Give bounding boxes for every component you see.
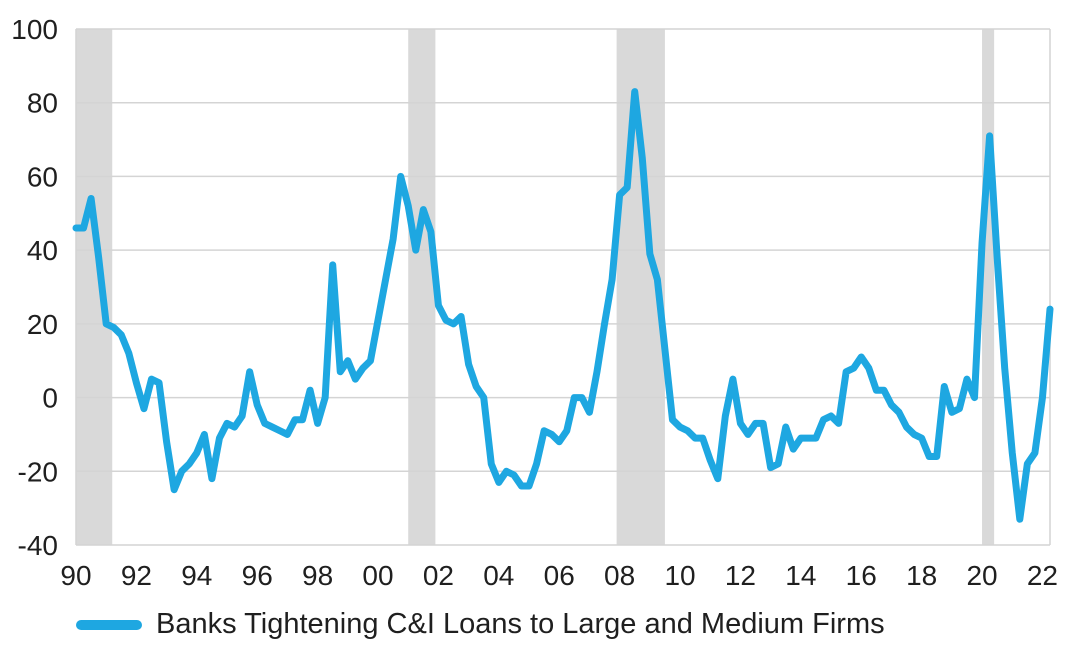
y-axis-tick-labels: -40 -20 0 20 40 60 80 100 xyxy=(11,14,58,561)
x-tick-label: 94 xyxy=(181,560,212,591)
x-tick-label: 22 xyxy=(1027,560,1058,591)
x-tick-label: 00 xyxy=(362,560,393,591)
line-chart: -40 -20 0 20 40 60 80 100 90 92 94 96 98 00 02 04 06 08 1… xyxy=(11,14,1058,591)
x-tick-label: 10 xyxy=(664,560,695,591)
recession-band xyxy=(76,29,113,545)
x-tick-label: 92 xyxy=(121,560,152,591)
y-tick-label: 100 xyxy=(11,14,58,45)
x-tick-label: 12 xyxy=(725,560,756,591)
x-tick-label: 90 xyxy=(60,560,91,591)
y-tick-label: 60 xyxy=(27,161,58,192)
x-tick-label: 04 xyxy=(483,560,514,591)
y-tick-label: 20 xyxy=(27,309,58,340)
series-layer xyxy=(72,88,1054,523)
y-tick-label: 80 xyxy=(27,88,58,119)
recession-band xyxy=(408,29,436,545)
x-tick-label: 16 xyxy=(846,560,877,591)
x-tick-label: 98 xyxy=(302,560,333,591)
y-tick-label: -40 xyxy=(18,530,58,561)
y-tick-label: 40 xyxy=(27,235,58,266)
x-tick-label: 02 xyxy=(423,560,454,591)
x-tick-label: 96 xyxy=(242,560,273,591)
x-axis-tick-labels: 90 92 94 96 98 00 02 04 06 08 10 12 14 16 18 20 22 xyxy=(60,560,1058,591)
x-tick-label: 06 xyxy=(544,560,575,591)
x-tick-label: 20 xyxy=(966,560,997,591)
x-tick-label: 18 xyxy=(906,560,937,591)
series-line xyxy=(72,88,1054,523)
x-tick-label: 08 xyxy=(604,560,635,591)
y-tick-label: 0 xyxy=(42,383,58,414)
legend-label: Banks Tightening C&I Loans to Large and … xyxy=(156,608,885,640)
legend: Banks Tightening C&I Loans to Large and … xyxy=(76,608,885,641)
gridlines xyxy=(75,28,1051,546)
recession-band xyxy=(982,29,995,545)
y-tick-label: -20 xyxy=(18,456,58,487)
x-tick-label: 14 xyxy=(785,560,816,591)
legend-swatch xyxy=(76,619,142,630)
